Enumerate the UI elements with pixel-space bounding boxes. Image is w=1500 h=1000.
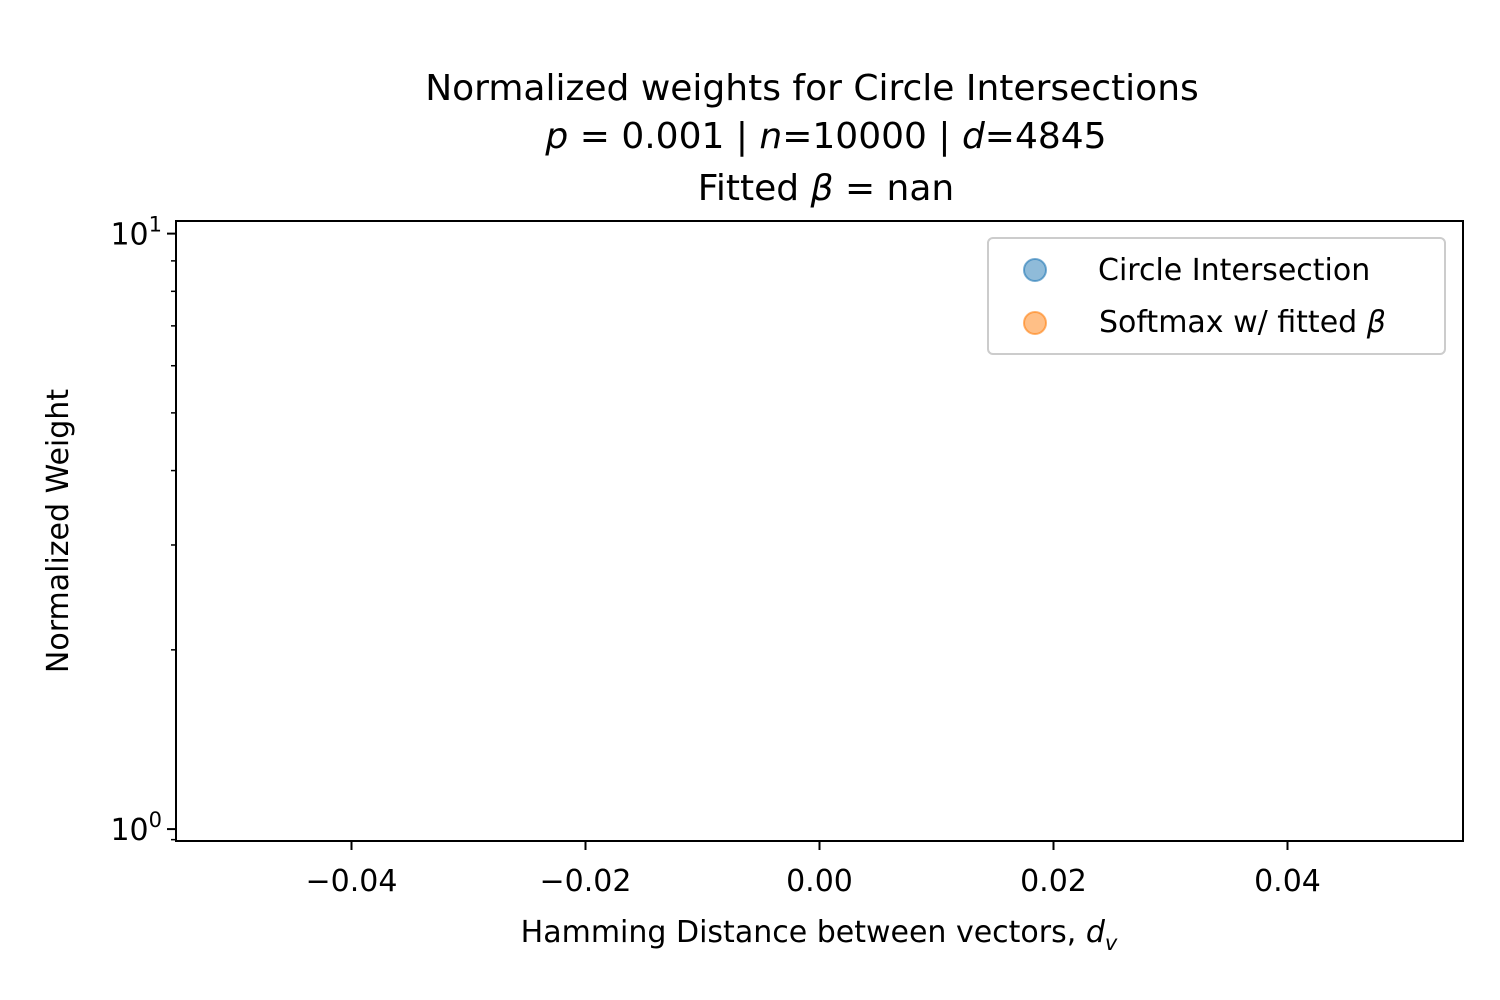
legend: Circle Intersection Softmax w/ fitted β <box>987 237 1446 355</box>
legend-box <box>987 237 1446 355</box>
legend-label-circle-intersection: Circle Intersection <box>1098 253 1370 288</box>
x-tick-label: −0.02 <box>540 864 632 899</box>
legend-marker-softmax <box>1023 311 1047 335</box>
y-axis: 100 101 <box>110 213 176 848</box>
x-axis-label: Hamming Distance between vectors, dv <box>521 915 1118 955</box>
x-tick-label: 0.02 <box>1020 864 1087 899</box>
title-line-1: Normalized weights for Circle Intersecti… <box>425 68 1199 109</box>
x-axis: −0.04 −0.02 0.00 0.02 0.04 <box>306 841 1321 899</box>
title-line-3: Fitted β = nan <box>698 168 955 209</box>
legend-label-softmax: Softmax w/ fitted β <box>1099 305 1386 340</box>
x-tick-label: 0.04 <box>1254 864 1321 899</box>
x-tick-label: 0.00 <box>786 864 853 899</box>
y-tick-label: 101 <box>110 213 162 253</box>
chart-title: Normalized weights for Circle Intersecti… <box>425 68 1199 209</box>
y-tick-label: 100 <box>110 808 162 848</box>
y-axis-label: Normalized Weight <box>41 389 76 673</box>
x-tick-label: −0.04 <box>306 864 398 899</box>
title-line-2: p = 0.001 | n=10000 | d=4845 <box>544 116 1106 157</box>
legend-marker-circle-intersection <box>1023 258 1047 282</box>
